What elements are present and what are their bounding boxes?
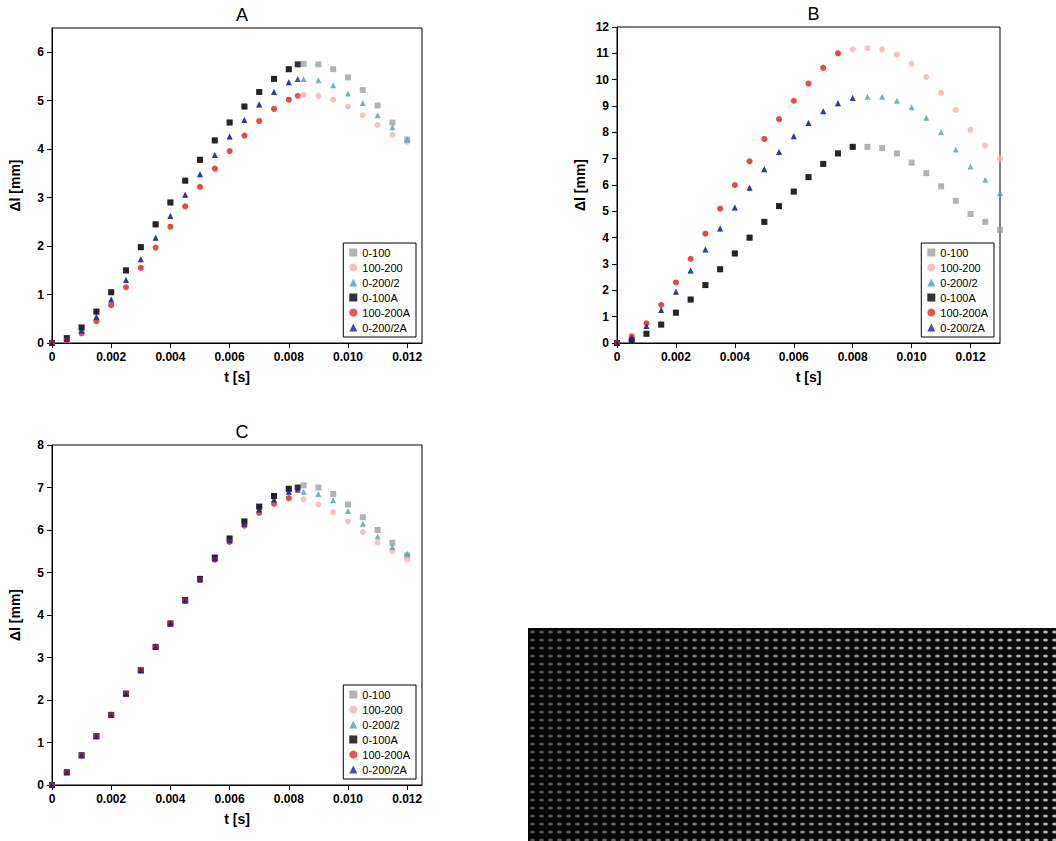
svg-text:2: 2 (37, 239, 44, 253)
svg-text:9: 9 (602, 99, 609, 113)
svg-text:A: A (236, 5, 248, 25)
svg-text:1: 1 (37, 736, 44, 750)
svg-text:4: 4 (602, 231, 609, 245)
svg-text:0-200/2: 0-200/2 (362, 719, 399, 731)
svg-text:0-100A: 0-100A (362, 292, 398, 304)
svg-text:0-200/2A: 0-200/2A (362, 764, 407, 776)
svg-text:0.012: 0.012 (956, 350, 986, 364)
svg-text:0.006: 0.006 (779, 350, 809, 364)
svg-text:0: 0 (37, 336, 44, 350)
svg-text:3: 3 (37, 651, 44, 665)
svg-text:3: 3 (602, 257, 609, 271)
svg-text:0.006: 0.006 (215, 350, 245, 364)
svg-text:6: 6 (37, 45, 44, 59)
svg-text:4: 4 (37, 608, 44, 622)
svg-text:0.004: 0.004 (720, 350, 750, 364)
svg-text:6: 6 (37, 523, 44, 537)
svg-text:0.002: 0.002 (661, 350, 691, 364)
svg-text:100-200: 100-200 (362, 704, 402, 716)
svg-text:0: 0 (614, 350, 621, 364)
svg-text:0-100: 0-100 (940, 247, 968, 259)
svg-text:0.008: 0.008 (838, 350, 868, 364)
svg-text:11: 11 (596, 46, 609, 60)
svg-text:t [s]: t [s] (224, 369, 250, 385)
svg-text:100-200A: 100-200A (362, 307, 410, 319)
svg-text:0-200/2A: 0-200/2A (940, 322, 985, 334)
svg-text:7: 7 (602, 152, 609, 166)
svg-text:2: 2 (602, 283, 609, 297)
svg-text:t [s]: t [s] (796, 369, 822, 385)
svg-text:Δl [mm]: Δl [mm] (572, 159, 588, 211)
svg-text:0.012: 0.012 (392, 350, 422, 364)
svg-text:0-100: 0-100 (362, 247, 390, 259)
svg-text:0.010: 0.010 (897, 350, 927, 364)
svg-text:0.008: 0.008 (274, 350, 304, 364)
svg-text:0-100A: 0-100A (362, 734, 398, 746)
svg-text:B: B (807, 4, 819, 24)
svg-text:0.010: 0.010 (333, 350, 363, 364)
svg-text:C: C (236, 422, 249, 442)
svg-text:0-200/2: 0-200/2 (940, 277, 977, 289)
svg-text:5: 5 (602, 204, 609, 218)
svg-text:0: 0 (49, 350, 56, 364)
svg-text:5: 5 (37, 566, 44, 580)
svg-text:1: 1 (37, 288, 44, 302)
svg-text:100-200A: 100-200A (362, 749, 410, 761)
svg-text:3: 3 (37, 191, 44, 205)
svg-text:5: 5 (37, 94, 44, 108)
svg-text:t [s]: t [s] (224, 811, 250, 827)
svg-text:0: 0 (37, 778, 44, 792)
svg-text:0-100A: 0-100A (940, 292, 976, 304)
svg-text:0.012: 0.012 (392, 792, 422, 806)
svg-text:0.010: 0.010 (333, 792, 363, 806)
svg-text:10: 10 (596, 73, 610, 87)
svg-text:0.006: 0.006 (215, 792, 245, 806)
svg-text:100-200: 100-200 (940, 262, 980, 274)
svg-text:0.004: 0.004 (155, 350, 185, 364)
svg-text:0: 0 (49, 792, 56, 806)
svg-text:0-200/2A: 0-200/2A (362, 322, 407, 334)
svg-text:6: 6 (602, 178, 609, 192)
svg-text:0-100: 0-100 (362, 689, 390, 701)
svg-text:8: 8 (37, 438, 44, 452)
svg-text:100-200A: 100-200A (940, 307, 988, 319)
svg-text:12: 12 (596, 20, 610, 34)
svg-text:7: 7 (37, 481, 44, 495)
svg-text:8: 8 (602, 125, 609, 139)
svg-text:100-200: 100-200 (362, 262, 402, 274)
svg-text:0.008: 0.008 (274, 792, 304, 806)
svg-text:0.002: 0.002 (96, 792, 126, 806)
svg-text:0.004: 0.004 (155, 792, 185, 806)
svg-text:0.002: 0.002 (96, 350, 126, 364)
svg-text:2: 2 (37, 693, 44, 707)
svg-text:Δl [mm]: Δl [mm] (7, 159, 23, 211)
svg-text:0: 0 (602, 336, 609, 350)
svg-text:0-200/2: 0-200/2 (362, 277, 399, 289)
svg-text:1: 1 (602, 310, 609, 324)
svg-text:Δl [mm]: Δl [mm] (7, 589, 23, 641)
svg-text:4: 4 (37, 142, 44, 156)
